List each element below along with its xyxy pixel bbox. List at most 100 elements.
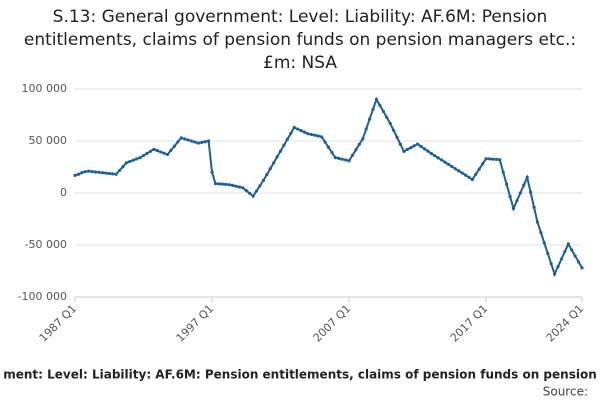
point xyxy=(337,156,341,160)
point xyxy=(402,149,406,153)
point xyxy=(210,170,214,174)
point xyxy=(90,169,94,174)
point xyxy=(364,127,368,131)
point xyxy=(224,182,228,186)
point xyxy=(566,242,570,246)
point xyxy=(121,165,125,169)
point xyxy=(200,140,204,144)
point xyxy=(326,145,331,149)
point xyxy=(374,97,379,101)
point xyxy=(207,139,211,143)
point xyxy=(152,147,156,151)
y-tick-label: 50 000 xyxy=(29,134,68,147)
point xyxy=(155,148,159,153)
point xyxy=(474,172,478,176)
point xyxy=(457,169,461,173)
point xyxy=(196,141,200,145)
point xyxy=(450,164,454,169)
point xyxy=(453,167,457,171)
point xyxy=(361,137,365,141)
point xyxy=(419,144,423,149)
point xyxy=(398,142,403,146)
point xyxy=(193,140,197,144)
point xyxy=(186,138,190,142)
point xyxy=(532,205,536,209)
point xyxy=(580,266,584,270)
point xyxy=(265,172,269,177)
point xyxy=(100,171,105,175)
point xyxy=(282,143,286,147)
point xyxy=(83,170,87,174)
line xyxy=(74,97,583,277)
point xyxy=(285,137,289,141)
point xyxy=(426,149,430,153)
point xyxy=(525,175,529,179)
point xyxy=(138,156,142,160)
y-tick-label: -100 000 xyxy=(18,290,67,303)
point xyxy=(299,129,303,133)
point xyxy=(515,199,519,203)
point xyxy=(124,161,128,165)
point xyxy=(176,140,180,144)
point xyxy=(254,189,259,193)
point xyxy=(433,154,437,158)
point xyxy=(87,169,91,173)
x-tick-label: 1987 Q1 xyxy=(37,302,80,345)
point xyxy=(508,194,512,199)
point xyxy=(463,173,468,177)
point xyxy=(487,157,492,161)
point xyxy=(511,207,516,211)
point xyxy=(189,139,194,143)
point xyxy=(381,109,385,113)
point xyxy=(522,183,526,187)
point xyxy=(340,157,344,161)
source: Source: xyxy=(543,385,588,399)
point xyxy=(203,140,207,144)
point xyxy=(296,127,300,131)
point xyxy=(484,157,488,161)
point xyxy=(179,136,183,140)
point xyxy=(354,148,358,152)
point xyxy=(357,142,361,146)
point xyxy=(313,133,317,137)
point xyxy=(559,257,564,261)
point xyxy=(395,135,399,139)
point xyxy=(333,156,337,160)
point xyxy=(350,153,355,157)
point xyxy=(563,249,567,254)
point xyxy=(316,134,320,138)
point xyxy=(412,144,416,148)
point xyxy=(330,150,334,155)
point xyxy=(494,157,498,162)
point xyxy=(573,254,577,258)
point xyxy=(272,161,276,165)
point xyxy=(148,149,152,153)
point xyxy=(268,167,272,171)
point xyxy=(309,132,313,137)
x-tick-label: 2007 Q1 xyxy=(311,302,354,345)
point xyxy=(306,132,310,136)
point xyxy=(251,194,255,198)
point xyxy=(241,186,245,190)
point xyxy=(76,172,81,176)
point xyxy=(498,158,502,162)
point xyxy=(576,260,581,264)
point xyxy=(501,170,505,174)
point xyxy=(172,144,176,148)
point xyxy=(320,135,324,139)
point xyxy=(145,151,149,156)
point xyxy=(388,121,392,125)
caption: ment: Level: Liability: AF.6M: Pension e… xyxy=(3,368,597,382)
point xyxy=(131,158,135,162)
point xyxy=(93,170,98,174)
point xyxy=(244,189,248,193)
point xyxy=(278,149,283,153)
point xyxy=(128,159,132,164)
point xyxy=(443,160,447,164)
point xyxy=(237,185,242,189)
point xyxy=(117,168,122,173)
point xyxy=(556,265,560,269)
y-tick-label: 100 000 xyxy=(22,82,68,95)
